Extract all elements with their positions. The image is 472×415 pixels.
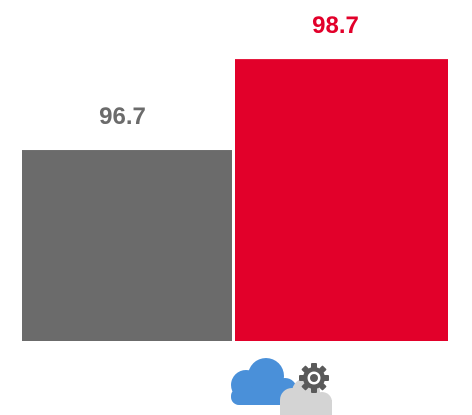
bars-layer [22, 59, 448, 342]
grey-cloud-icon [280, 378, 332, 415]
bar-1 [22, 150, 232, 341]
gear-icon [299, 363, 329, 393]
data-label-1: 96.7 [99, 103, 146, 130]
data-label-2: 98.7 [312, 12, 359, 39]
bar-2 [235, 59, 448, 342]
cloud-gear-icon [231, 358, 332, 415]
data-labels-layer: 96.7 98.7 [99, 12, 359, 130]
